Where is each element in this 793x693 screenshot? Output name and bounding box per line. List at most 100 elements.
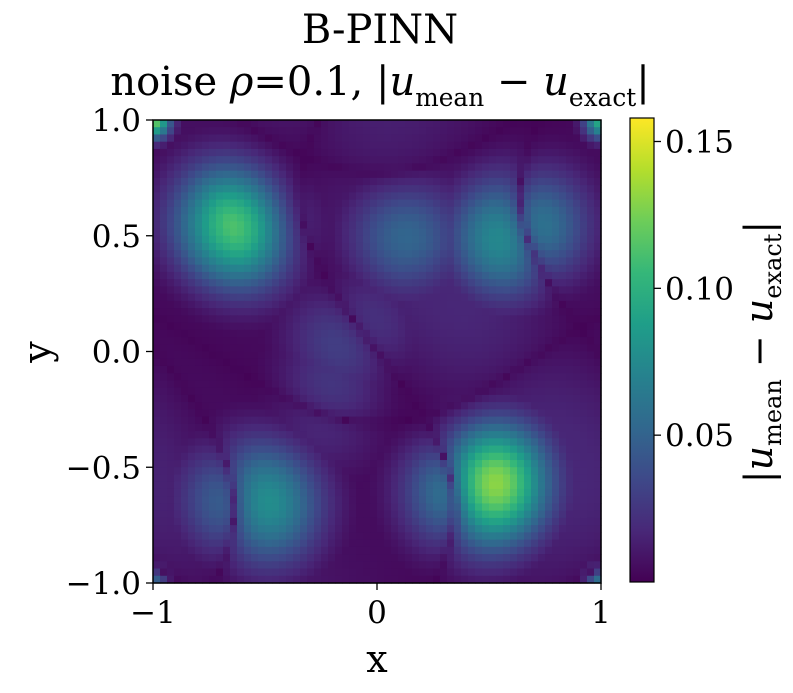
heatmap-cell	[195, 525, 203, 533]
heatmap-cell	[377, 445, 385, 454]
heatmap-cell	[342, 170, 350, 179]
heatmap-cell	[237, 221, 245, 230]
heatmap-cell	[454, 120, 462, 128]
heatmap-cell	[468, 423, 476, 432]
heatmap-cell	[342, 496, 350, 505]
heatmap-cell	[391, 148, 399, 157]
heatmap-cell	[370, 329, 378, 338]
heatmap-cell	[307, 286, 315, 295]
heatmap-cell	[552, 467, 560, 476]
heatmap-cell	[328, 394, 336, 403]
heatmap-cell	[440, 214, 448, 222]
heatmap-cell	[265, 561, 273, 570]
heatmap-cell	[307, 460, 315, 468]
heatmap-cell	[454, 344, 462, 353]
heatmap-cell	[167, 177, 175, 186]
heatmap-cell	[286, 365, 294, 374]
heatmap-cell	[447, 293, 455, 302]
heatmap-cell	[440, 344, 448, 353]
heatmap-cell	[482, 120, 490, 128]
heatmap-cell	[510, 503, 518, 512]
heatmap-cell	[335, 221, 343, 230]
heatmap-cell	[286, 445, 294, 454]
heatmap-cell	[398, 575, 406, 584]
heatmap-cell	[258, 170, 266, 179]
heatmap-cell	[272, 561, 280, 570]
heatmap-cell	[272, 387, 280, 396]
heatmap-cell	[251, 387, 259, 396]
heatmap-cell	[433, 517, 441, 526]
heatmap-cell	[188, 250, 196, 259]
heatmap-cell	[503, 365, 511, 374]
heatmap-cell	[405, 228, 413, 237]
heatmap-cell	[440, 568, 448, 577]
heatmap-cell	[433, 322, 441, 331]
heatmap-cell	[412, 185, 420, 193]
heatmap-cell	[552, 337, 560, 345]
heatmap-cell	[496, 344, 504, 353]
heatmap-cell	[482, 228, 490, 237]
heatmap-cell	[559, 134, 567, 143]
heatmap-cell	[524, 257, 532, 266]
heatmap-cell	[440, 228, 448, 237]
heatmap-cell	[391, 214, 399, 222]
heatmap-cell	[503, 293, 511, 302]
heatmap-cell	[251, 235, 259, 244]
heatmap-cell	[559, 127, 567, 136]
heatmap-cell	[398, 134, 406, 143]
heatmap-cell	[538, 358, 546, 367]
heatmap-cell	[503, 481, 511, 490]
heatmap-cell	[566, 120, 574, 128]
heatmap-cell	[580, 228, 588, 237]
heatmap-cell	[489, 554, 497, 562]
heatmap-cell	[433, 481, 441, 490]
heatmap-cell	[209, 177, 217, 186]
heatmap-cell	[412, 438, 420, 447]
heatmap-cell	[370, 344, 378, 353]
heatmap-cell	[209, 134, 217, 143]
heatmap-cell	[356, 206, 364, 215]
heatmap-cell	[195, 445, 203, 454]
heatmap-cell	[559, 228, 567, 237]
heatmap-cell	[342, 474, 350, 483]
heatmap-cell	[580, 575, 588, 584]
heatmap-cell	[202, 329, 210, 338]
heatmap-cell	[398, 141, 406, 150]
heatmap-cell	[545, 206, 553, 215]
heatmap-cell	[468, 242, 476, 251]
heatmap-cell	[412, 416, 420, 425]
heatmap-cell	[552, 279, 560, 287]
heatmap-cell	[251, 445, 259, 454]
heatmap-cell	[496, 561, 504, 570]
heatmap-cell	[223, 575, 231, 584]
heatmap-cell	[167, 488, 175, 497]
heatmap-cell	[468, 235, 476, 244]
heatmap-cell	[195, 257, 203, 266]
heatmap-cell	[153, 351, 161, 360]
heatmap-cell	[279, 141, 287, 150]
heatmap-cell	[258, 286, 266, 295]
heatmap-cell	[531, 488, 539, 497]
heatmap-cell	[209, 199, 217, 208]
heatmap-cell	[265, 214, 273, 222]
heatmap-cell	[181, 546, 189, 555]
heatmap-cell	[160, 228, 168, 237]
heatmap-cell	[510, 214, 518, 222]
heatmap-cell	[454, 503, 462, 512]
heatmap-cell	[300, 337, 308, 345]
heatmap-cell	[559, 394, 567, 403]
heatmap-cell	[314, 344, 322, 353]
heatmap-cell	[335, 496, 343, 505]
heatmap-cell	[356, 337, 364, 345]
heatmap-cell	[216, 134, 224, 143]
heatmap-cell	[524, 467, 532, 476]
heatmap-cell	[300, 315, 308, 324]
heatmap-cell	[223, 503, 231, 512]
heatmap-cell	[426, 423, 434, 432]
heatmap-cell	[181, 279, 189, 287]
heatmap-cell	[167, 170, 175, 179]
heatmap-cell	[265, 315, 273, 324]
heatmap-cell	[594, 373, 602, 382]
heatmap-cell	[181, 460, 189, 468]
heatmap-cell	[475, 156, 483, 164]
